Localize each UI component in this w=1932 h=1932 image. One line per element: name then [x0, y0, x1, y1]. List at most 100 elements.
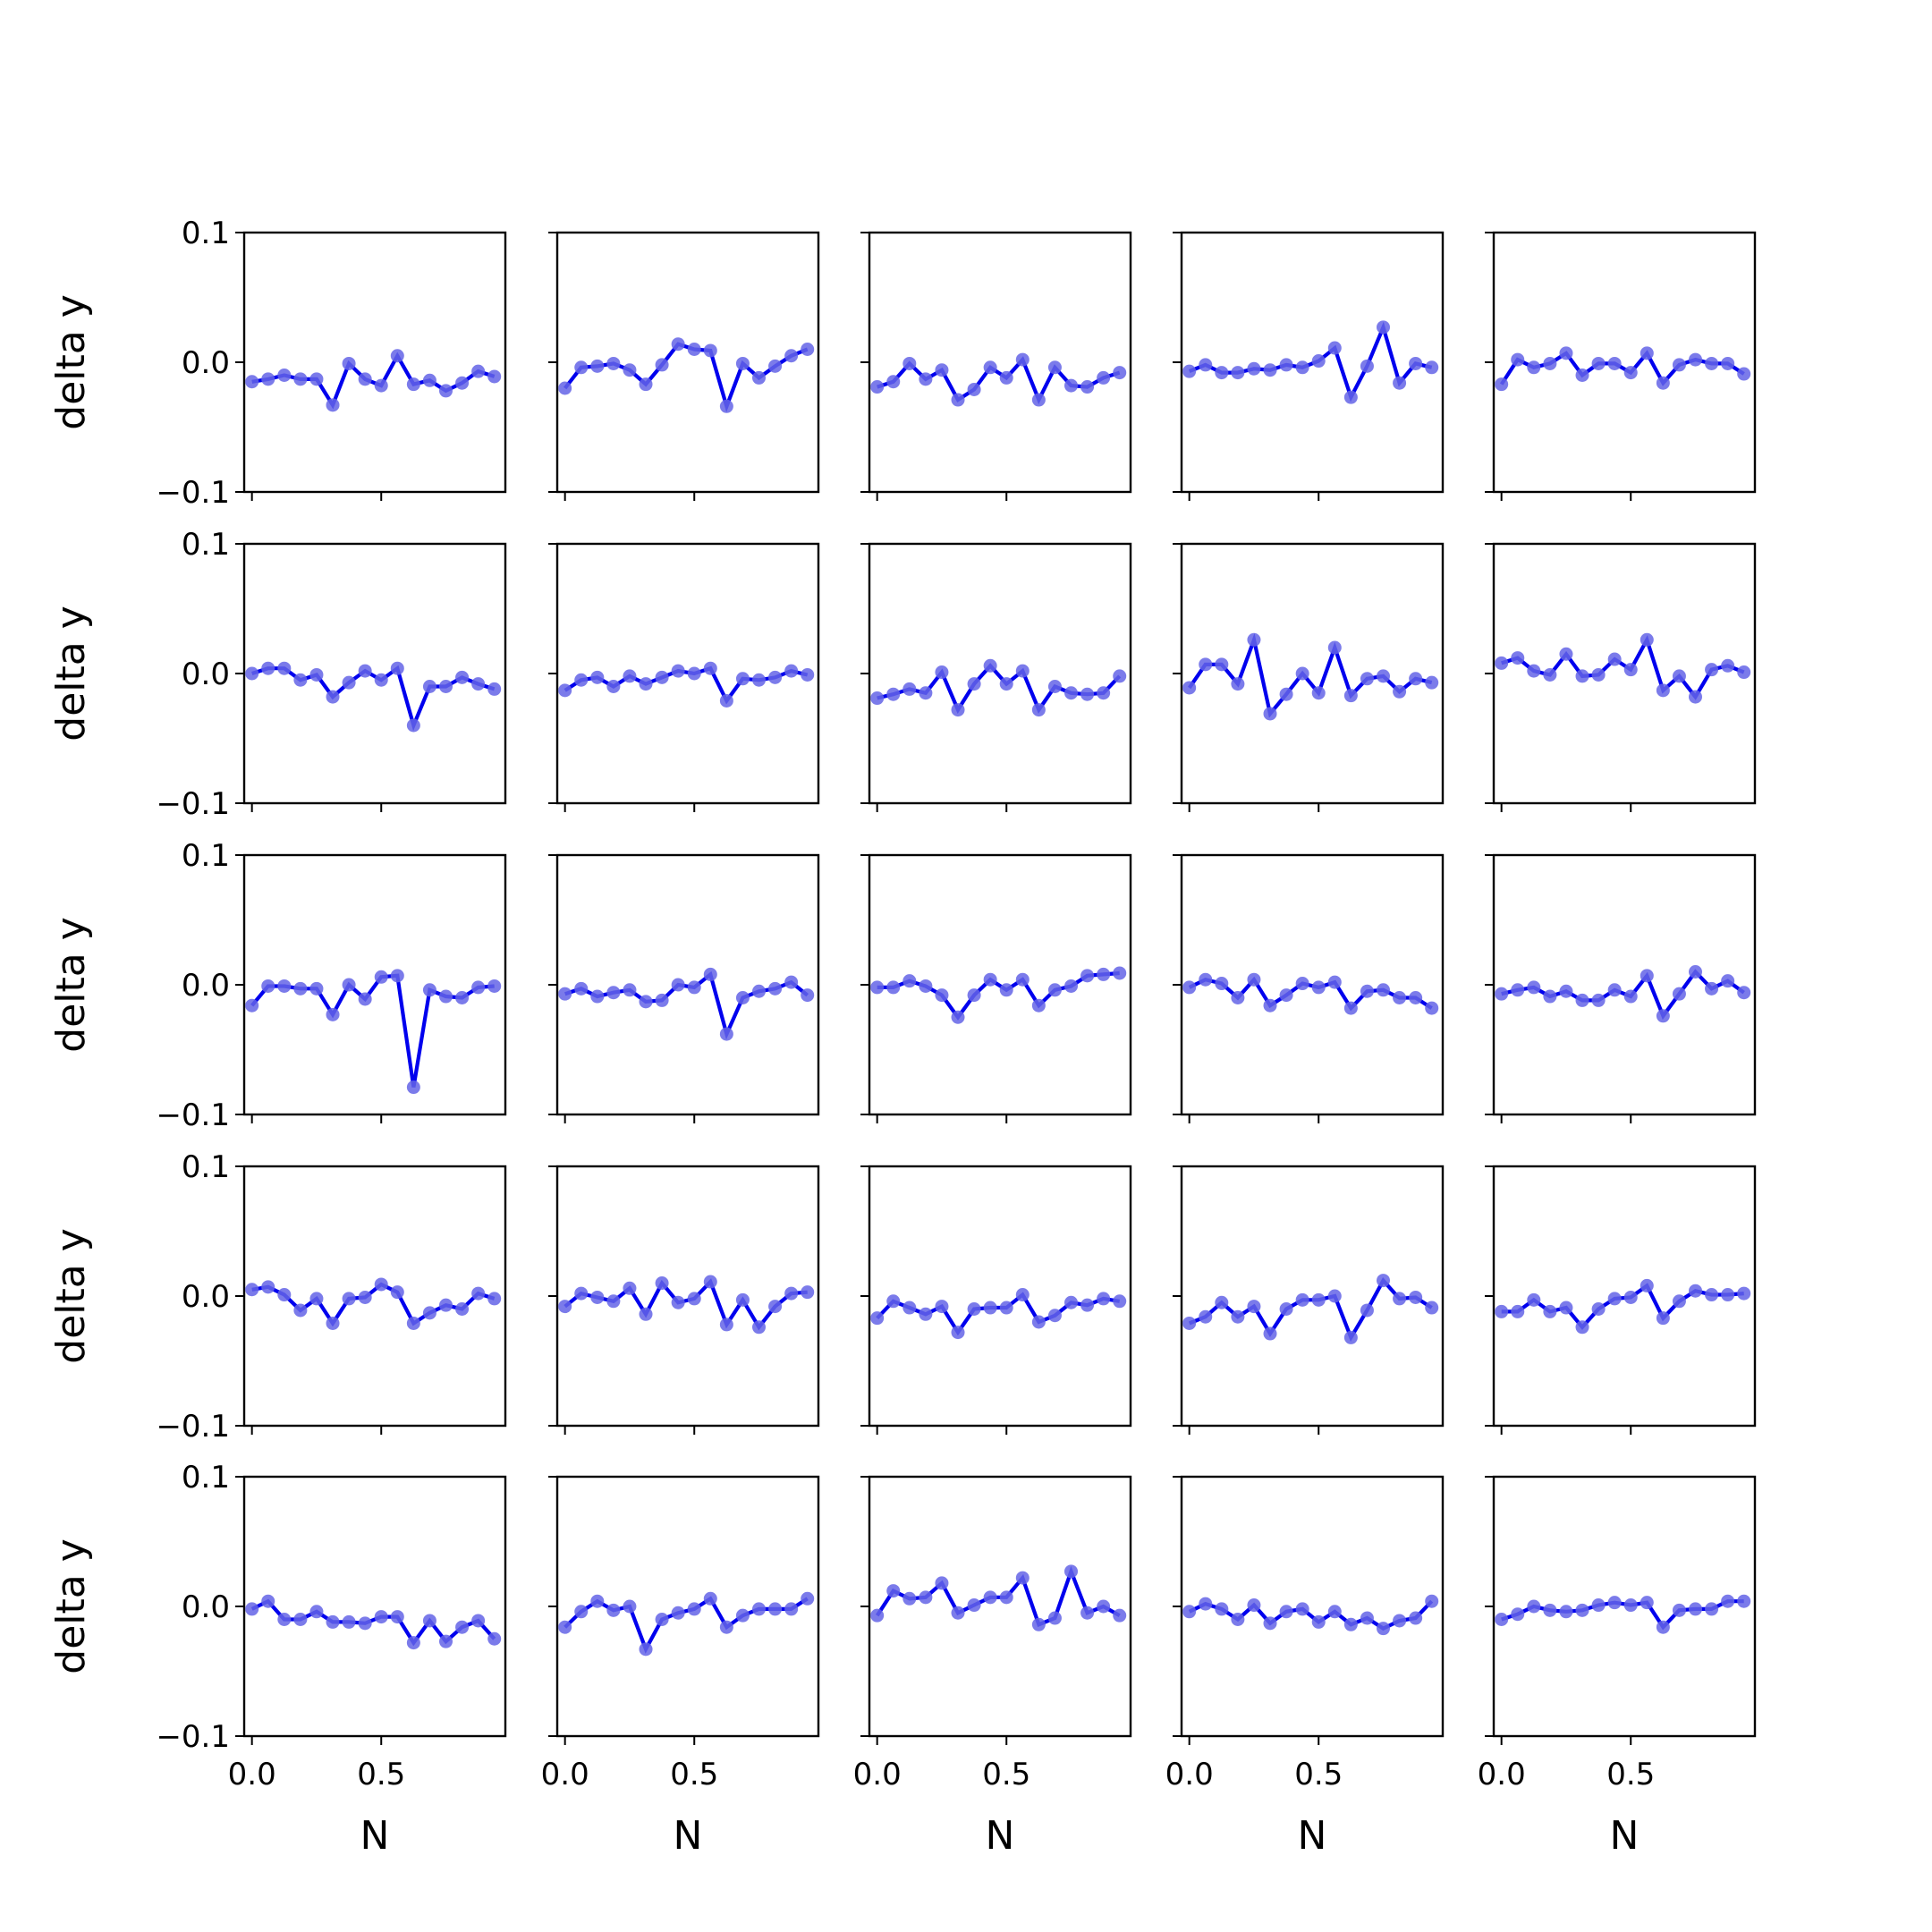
data-point [1215, 366, 1229, 380]
data-point [1231, 1613, 1245, 1626]
data-point [342, 356, 356, 370]
data-point [1080, 687, 1095, 701]
data-point [261, 661, 275, 675]
data-point [1425, 675, 1439, 690]
data-point [999, 983, 1013, 997]
data-point [623, 1281, 637, 1295]
x-tick-label: 0.5 [1294, 1757, 1343, 1792]
subplot-r2-c3 [860, 542, 1132, 812]
data-point [1672, 1603, 1686, 1617]
data-point [1199, 972, 1213, 987]
data-point [703, 343, 717, 358]
y-tick-label: 0.0 [182, 1589, 230, 1625]
data-point [1527, 980, 1541, 995]
data-point [768, 670, 783, 684]
data-point [1543, 989, 1557, 1004]
data-point [655, 1613, 669, 1626]
data-point [1705, 663, 1719, 677]
data-point [1705, 356, 1719, 370]
data-point [1064, 1295, 1079, 1309]
data-point [886, 1584, 901, 1598]
subplot-r3-c5 [1485, 853, 1757, 1123]
data-point [801, 667, 815, 682]
data-point [1080, 1606, 1095, 1620]
data-point [1311, 1292, 1326, 1307]
data-point [358, 664, 372, 678]
data-point [574, 360, 589, 375]
data-point [671, 978, 685, 992]
data-point [1031, 393, 1046, 407]
data-point [1425, 1001, 1439, 1015]
data-point [606, 1603, 621, 1617]
data-point [1327, 1289, 1342, 1303]
x-axis-label: N [986, 1813, 1015, 1859]
data-point [1705, 1602, 1719, 1616]
data-point [1097, 686, 1111, 700]
data-point [293, 1613, 308, 1626]
data-point [919, 686, 933, 700]
data-point [1295, 1602, 1309, 1616]
data-point [1672, 987, 1686, 1001]
data-point [1393, 684, 1407, 699]
data-point [1247, 632, 1261, 647]
data-point [919, 1307, 933, 1321]
data-point [1591, 993, 1606, 1007]
y-tick-label: 0.1 [182, 838, 230, 874]
data-point [902, 974, 917, 988]
data-point [1295, 1292, 1309, 1307]
data-point [1393, 991, 1407, 1004]
data-point [455, 1620, 470, 1634]
series-line [251, 352, 496, 410]
data-point [1721, 1288, 1735, 1302]
data-point [277, 1288, 292, 1302]
series-line [876, 1292, 1121, 1336]
y-tick-label: 0.0 [182, 345, 230, 381]
data-point [1543, 356, 1557, 370]
data-point [487, 369, 502, 384]
data-point [687, 666, 701, 681]
data-point [342, 675, 356, 690]
x-tick-label: 0.0 [228, 1757, 276, 1792]
x-tick-label: 0.5 [357, 1757, 405, 1792]
data-point [983, 972, 997, 987]
data-point [1559, 1301, 1573, 1315]
data-point [358, 372, 372, 386]
x-tick-label: 0.0 [1478, 1757, 1526, 1792]
data-point [422, 373, 436, 387]
data-point [870, 980, 885, 995]
data-point [455, 1302, 470, 1316]
series-line [1187, 632, 1433, 718]
data-point [261, 1280, 275, 1294]
data-point [471, 1614, 486, 1628]
data-point [1425, 1594, 1439, 1608]
data-point [245, 998, 259, 1013]
data-point [1705, 981, 1719, 996]
data-point [623, 983, 637, 997]
data-point [1656, 683, 1670, 698]
series-line [1188, 321, 1433, 402]
data-point [719, 693, 733, 708]
data-point [1737, 1594, 1751, 1608]
data-point [309, 981, 324, 996]
data-point [623, 363, 637, 377]
data-point [326, 398, 340, 412]
data-point [1015, 352, 1030, 367]
data-point [1247, 972, 1261, 987]
data-point [439, 1634, 453, 1648]
data-point [390, 1285, 404, 1300]
data-point [261, 372, 275, 386]
data-point [703, 1275, 717, 1289]
data-point [1327, 1605, 1342, 1619]
data-point [471, 980, 486, 995]
series-line [564, 1596, 809, 1654]
data-point [801, 343, 815, 356]
data-point [752, 673, 767, 687]
data-point [1527, 1292, 1541, 1307]
data-point [574, 673, 589, 687]
data-point [703, 967, 717, 981]
data-point [752, 984, 767, 998]
data-point [309, 372, 324, 386]
data-point [1721, 1594, 1735, 1608]
data-point [1343, 1617, 1358, 1631]
